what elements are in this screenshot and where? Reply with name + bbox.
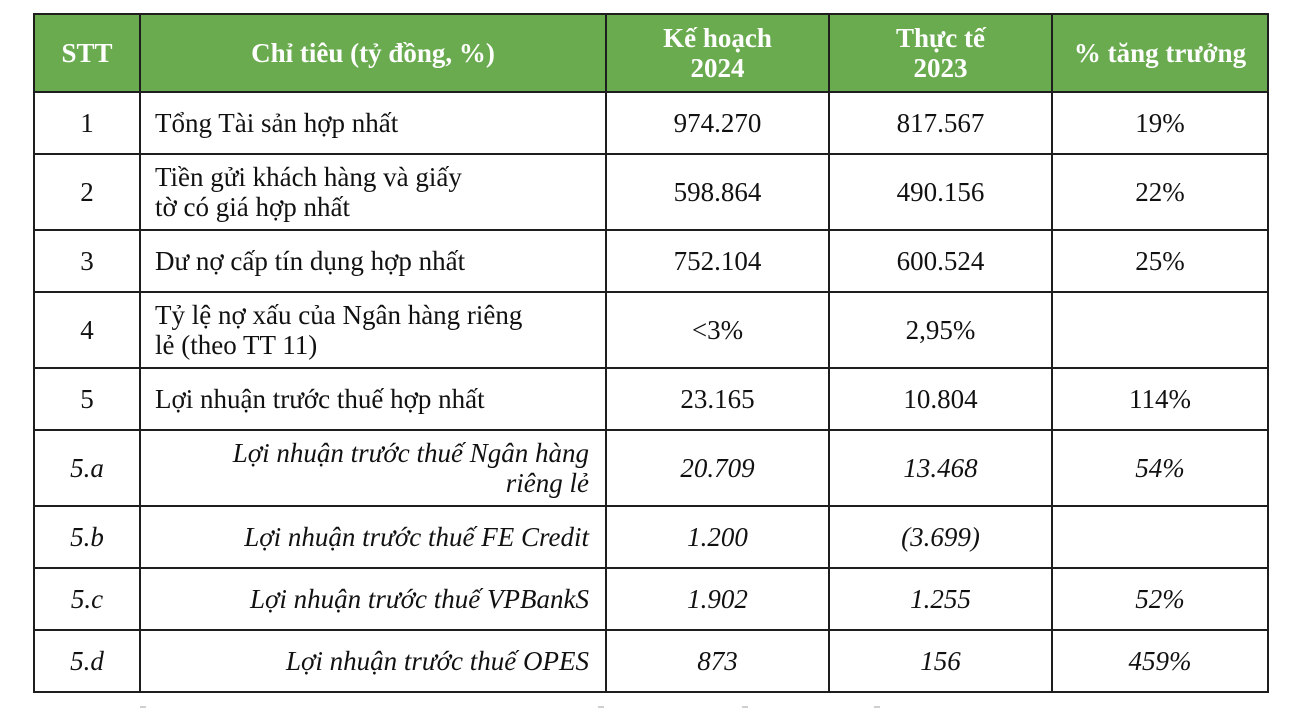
row-actual: 1.255 [828,567,1053,631]
table-row: 5.b Lợi nhuận trước thuế FE Credit 1.200… [33,505,1269,569]
row-indicator: Tổng Tài sản hợp nhất [139,91,607,155]
row-indicator: Lợi nhuận trước thuế OPES [139,629,607,693]
row-plan: 20.709 [605,429,830,507]
row-actual: 10.804 [828,367,1053,431]
row-stt: 5.d [33,629,141,693]
row-growth: 25% [1051,229,1269,293]
row-stt: 1 [33,91,141,155]
row-plan: 1.902 [605,567,830,631]
scan-artifact-mark [742,706,748,708]
header-plan-2024: Kế hoạch 2024 [605,13,830,93]
header-actual-line-1: Thực tế [896,23,985,53]
table-row: 1 Tổng Tài sản hợp nhất 974.270 817.567 … [33,91,1269,155]
row-indicator: Lợi nhuận trước thuế Ngân hàng riêng lẻ [139,429,607,507]
row-indicator: Dư nợ cấp tín dụng hợp nhất [139,229,607,293]
financial-targets-table: STT Chỉ tiêu (tỷ đồng, %) Kế hoạch 2024 … [33,13,1269,693]
row-stt: 5.c [33,567,141,631]
header-indicator: Chỉ tiêu (tỷ đồng, %) [139,13,607,93]
row-actual: 13.468 [828,429,1053,507]
table-row: 3 Dư nợ cấp tín dụng hợp nhất 752.104 60… [33,229,1269,293]
row-plan: 1.200 [605,505,830,569]
indicator-line: Tổng Tài sản hợp nhất [155,108,399,138]
row-growth: 19% [1051,91,1269,155]
row-growth: 54% [1051,429,1269,507]
indicator-line: Tỷ lệ nợ xấu của Ngân hàng riêng [155,300,523,330]
row-actual: 817.567 [828,91,1053,155]
indicator-line: lẻ (theo TT 11) [155,330,318,360]
scan-artifact-mark [874,706,880,708]
row-plan: 598.864 [605,153,830,231]
row-growth: 114% [1051,367,1269,431]
indicator-line: Lợi nhuận trước thuế VPBankS [249,584,589,614]
row-plan: 974.270 [605,91,830,155]
row-actual: 600.524 [828,229,1053,293]
row-growth: 459% [1051,629,1269,693]
scan-artifact-mark [140,706,146,708]
row-stt: 5.a [33,429,141,507]
row-growth [1051,291,1269,369]
row-stt: 4 [33,291,141,369]
row-stt: 5 [33,367,141,431]
row-plan: <3% [605,291,830,369]
header-growth: % tăng trưởng [1051,13,1269,93]
header-actual-2023: Thực tế 2023 [828,13,1053,93]
row-growth: 52% [1051,567,1269,631]
row-indicator: Lợi nhuận trước thuế hợp nhất [139,367,607,431]
table-row: 5.c Lợi nhuận trước thuế VPBankS 1.902 1… [33,567,1269,631]
table-row: 5.d Lợi nhuận trước thuế OPES 873 156 45… [33,629,1269,693]
scan-artifact-mark [598,706,604,708]
indicator-line: Lợi nhuận trước thuế OPES [285,646,589,676]
indicator-line: Lợi nhuận trước thuế hợp nhất [155,384,485,414]
indicator-line: Lợi nhuận trước thuế FE Credit [244,522,589,552]
row-plan: 23.165 [605,367,830,431]
indicator-line: Lợi nhuận trước thuế Ngân hàng [232,438,589,468]
indicator-line: riêng lẻ [505,468,589,498]
row-indicator: Tỷ lệ nợ xấu của Ngân hàng riêng lẻ (the… [139,291,607,369]
indicator-line: Dư nợ cấp tín dụng hợp nhất [155,246,466,276]
row-actual: (3.699) [828,505,1053,569]
row-actual: 490.156 [828,153,1053,231]
row-plan: 752.104 [605,229,830,293]
header-plan-line-2: 2024 [690,53,745,83]
indicator-line: tờ có giá hợp nhất [155,192,351,222]
row-indicator: Lợi nhuận trước thuế FE Credit [139,505,607,569]
table-row: 5 Lợi nhuận trước thuế hợp nhất 23.165 1… [33,367,1269,431]
row-growth: 22% [1051,153,1269,231]
header-stt: STT [33,13,141,93]
row-indicator: Lợi nhuận trước thuế VPBankS [139,567,607,631]
row-plan: 873 [605,629,830,693]
header-plan-line-1: Kế hoạch [663,23,772,53]
row-actual: 2,95% [828,291,1053,369]
row-actual: 156 [828,629,1053,693]
row-indicator: Tiền gửi khách hàng và giấy tờ có giá hợ… [139,153,607,231]
indicator-line: Tiền gửi khách hàng và giấy [155,162,462,192]
row-growth [1051,505,1269,569]
row-stt: 3 [33,229,141,293]
table-row: 5.a Lợi nhuận trước thuế Ngân hàng riêng… [33,429,1269,507]
row-stt: 2 [33,153,141,231]
table-row: 4 Tỷ lệ nợ xấu của Ngân hàng riêng lẻ (t… [33,291,1269,369]
header-row: STT Chỉ tiêu (tỷ đồng, %) Kế hoạch 2024 … [33,13,1269,93]
row-stt: 5.b [33,505,141,569]
header-actual-line-2: 2023 [913,53,968,83]
table-row: 2 Tiền gửi khách hàng và giấy tờ có giá … [33,153,1269,231]
